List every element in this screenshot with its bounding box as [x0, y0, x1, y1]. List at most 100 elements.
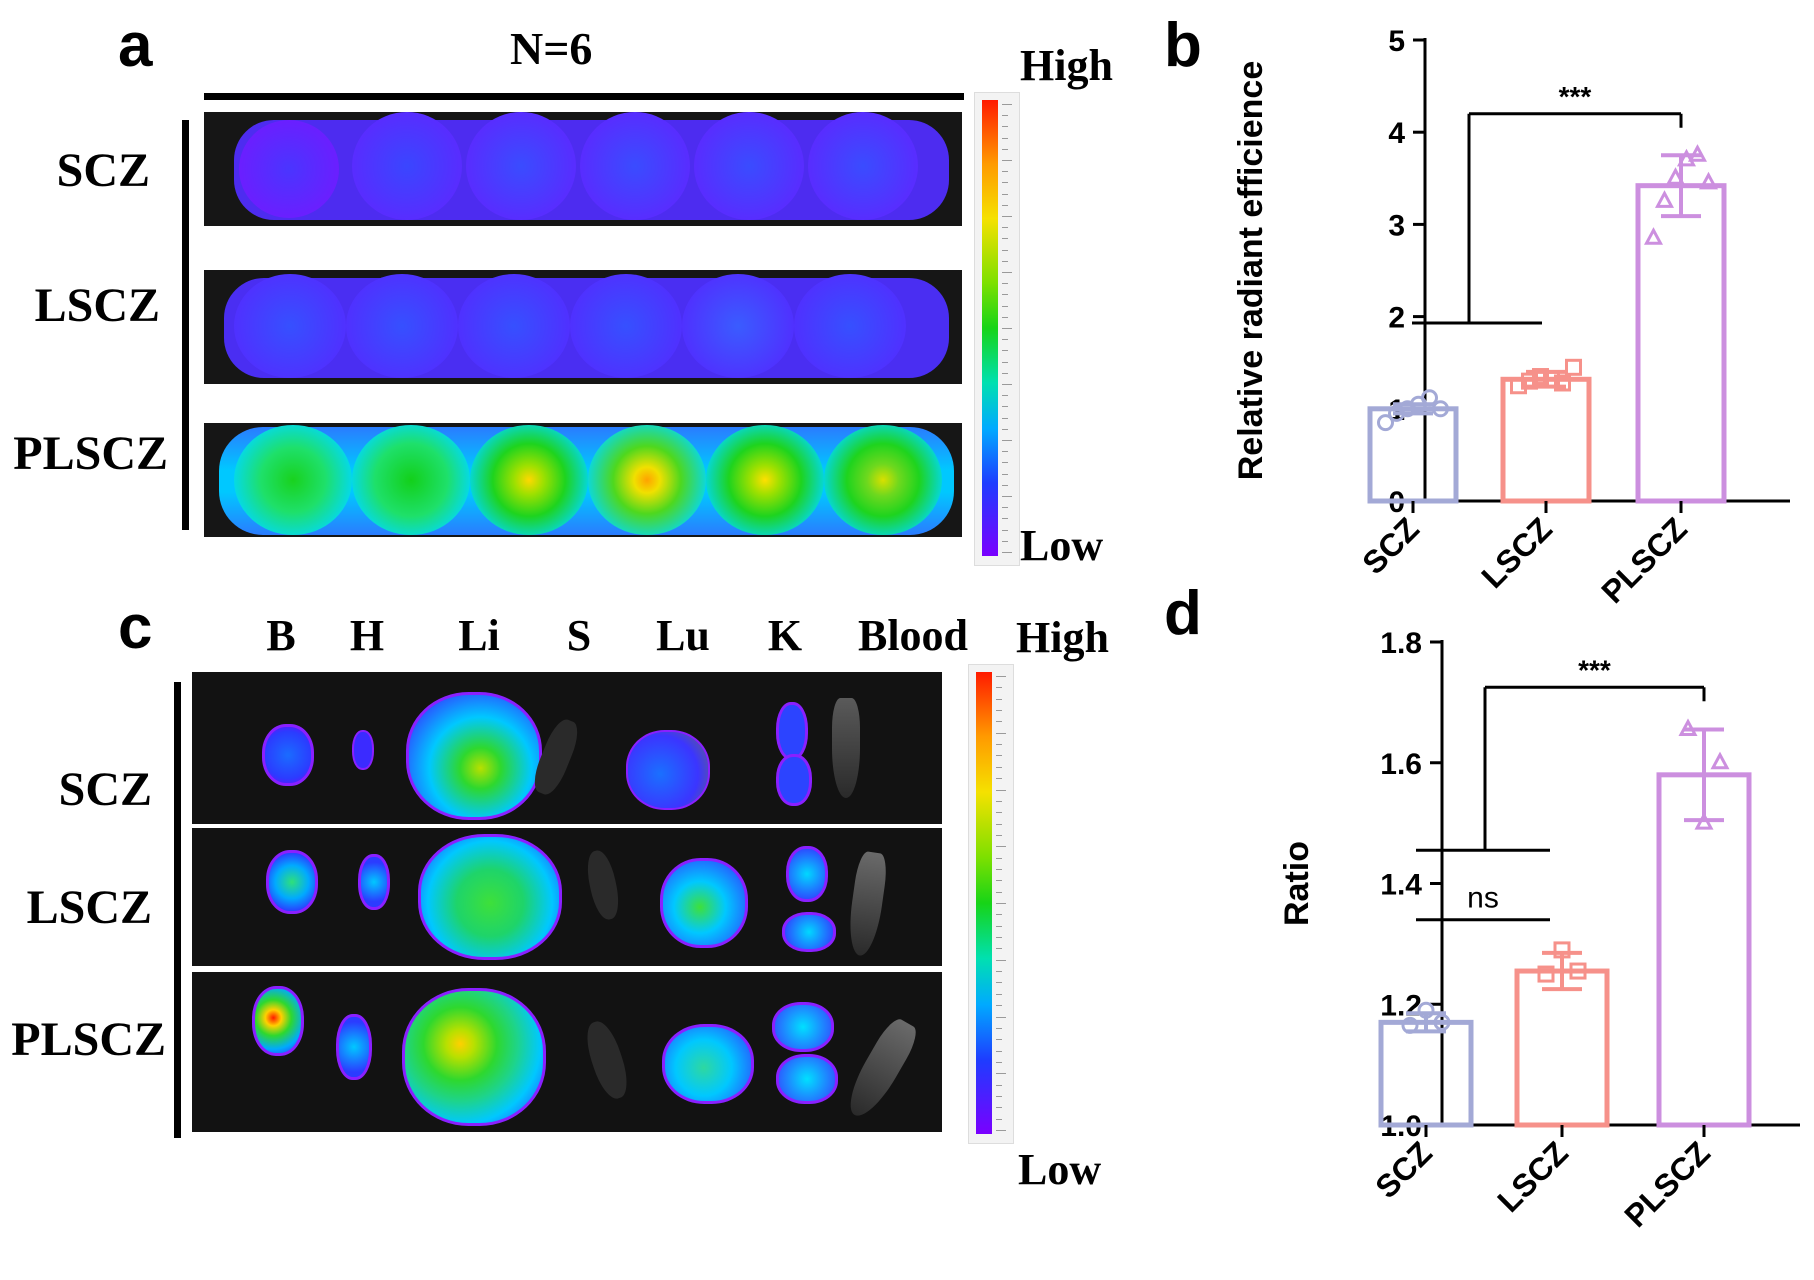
- panel-a-scale-high: High: [1020, 41, 1113, 90]
- colorbar-tick: [996, 846, 1006, 848]
- colorbar-tick: [996, 880, 1002, 882]
- colorbar-tick: [996, 868, 1002, 870]
- colorbar-tick: [1002, 507, 1008, 509]
- organ-scz-li: [406, 692, 542, 820]
- organ-lscz-b: [266, 850, 318, 914]
- panel-a-title: N=6: [510, 23, 593, 74]
- colorbar-tick: [996, 1118, 1002, 1120]
- colorbar-tick: [1002, 496, 1012, 497]
- y-tick-label: 4: [1388, 117, 1405, 150]
- colorbar-tick: [996, 732, 1006, 734]
- panel-c-strip-scz: [192, 672, 942, 824]
- colorbar-tick: [1002, 283, 1008, 285]
- y-axis-label: Ratio: [1278, 841, 1316, 926]
- data-point-scz: [1377, 414, 1394, 432]
- bar-scz: [1367, 406, 1459, 504]
- colorbar-tick: [1002, 540, 1008, 542]
- data-point-lscz: [1553, 941, 1571, 959]
- data-point-lscz: [1569, 962, 1587, 980]
- colorbar-tick: [996, 1039, 1002, 1041]
- colorbar-tick: [1002, 260, 1008, 262]
- x-tick-label-scz: SCZ: [1368, 1134, 1439, 1205]
- colorbar-tick: [1002, 148, 1008, 150]
- colorbar-tick: [996, 1084, 1002, 1086]
- organ-lscz-h: [358, 854, 390, 910]
- well-plscz-3: [470, 425, 588, 535]
- colorbar-tick: [996, 1005, 1002, 1007]
- well-scz-3: [466, 112, 576, 220]
- organ-plscz-li: [402, 988, 546, 1126]
- organ-plscz-h: [336, 1014, 372, 1080]
- colorbar-tick: [996, 1095, 1002, 1097]
- panel-c-row-label-lscz: LSCZ: [26, 881, 152, 934]
- well-plscz-2: [352, 425, 470, 535]
- panel-c-colorbar: [976, 672, 992, 1134]
- organ-scz-b: [262, 724, 314, 786]
- colorbar-tick: [1002, 249, 1008, 251]
- organ-lscz-lu: [660, 858, 748, 948]
- panel-c-row-label-scz: SCZ: [58, 763, 152, 816]
- data-point-plscz: [1665, 167, 1686, 185]
- organ-scz-blood: [832, 698, 860, 798]
- colorbar-tick: [996, 1073, 1006, 1075]
- bar-lscz: [1500, 376, 1592, 504]
- colorbar-tick: [996, 834, 1002, 836]
- organ-label-b: B: [266, 611, 296, 660]
- well-scz-2: [352, 112, 462, 220]
- panel-c-strip-lscz: [192, 828, 942, 966]
- data-point-lscz: [1543, 370, 1560, 388]
- panel-a-strip-lscz: [204, 270, 962, 384]
- colorbar-tick: [1002, 361, 1008, 363]
- colorbar-tick: [996, 698, 1002, 700]
- colorbar-tick: [996, 925, 1002, 927]
- y-tick-label: 1.4: [1380, 869, 1422, 902]
- colorbar-tick: [1002, 417, 1008, 419]
- y-tick-label: 2: [1388, 302, 1405, 335]
- organ-scz-lu: [626, 730, 710, 810]
- colorbar-tick: [996, 857, 1002, 859]
- data-point-scz: [1433, 1013, 1451, 1031]
- colorbar-tick: [1002, 182, 1008, 184]
- organ-label-lu: Lu: [656, 611, 710, 660]
- data-point-scz: [1417, 1001, 1435, 1019]
- colorbar-tick: [996, 800, 1002, 802]
- colorbar-tick: [1002, 227, 1008, 229]
- data-point-plscz: [1694, 811, 1714, 830]
- colorbar-tick: [1002, 294, 1008, 296]
- y-tick-label: 1.6: [1380, 748, 1422, 781]
- colorbar-tick: [1002, 428, 1008, 430]
- organ-lscz-s: [583, 848, 623, 922]
- colorbar-tick: [1002, 160, 1012, 161]
- colorbar-tick: [1002, 484, 1008, 486]
- panel-c-row-label-plscz: PLSCZ: [11, 1013, 166, 1066]
- colorbar-tick: [996, 948, 1002, 950]
- colorbar-tick: [1002, 137, 1008, 139]
- colorbar-tick: [996, 1130, 1006, 1131]
- bar-lscz: [1514, 968, 1610, 1128]
- organ-lscz-k-top: [786, 846, 828, 902]
- organ-lscz-li: [418, 834, 562, 960]
- data-point-plscz: [1710, 751, 1730, 770]
- organ-label-li: Li: [458, 611, 500, 660]
- panel-a-row-label-scz: SCZ: [56, 144, 150, 197]
- well-scz-6: [808, 112, 918, 220]
- organ-lscz-k-bottom: [782, 912, 836, 952]
- panel-a-row-label-plscz: PLSCZ: [13, 427, 168, 480]
- colorbar-tick: [1002, 171, 1008, 173]
- colorbar-tick: [1002, 440, 1012, 441]
- colorbar-tick: [1002, 473, 1008, 475]
- colorbar-tick: [996, 1107, 1002, 1109]
- colorbar-tick: [996, 1061, 1002, 1063]
- colorbar-tick: [1002, 529, 1008, 531]
- colorbar-tick: [1002, 193, 1008, 195]
- colorbar-tick: [1002, 350, 1008, 352]
- colorbar-tick: [996, 823, 1002, 825]
- data-point-scz: [1421, 389, 1438, 407]
- y-tick-label: 1.8: [1380, 627, 1422, 660]
- well-plscz-6: [824, 425, 942, 535]
- panel-a-colorbar: [982, 100, 998, 556]
- significance-label: ns: [1467, 882, 1499, 915]
- panel-c-scale-low: Low: [1018, 1145, 1102, 1194]
- colorbar-tick: [1002, 216, 1012, 217]
